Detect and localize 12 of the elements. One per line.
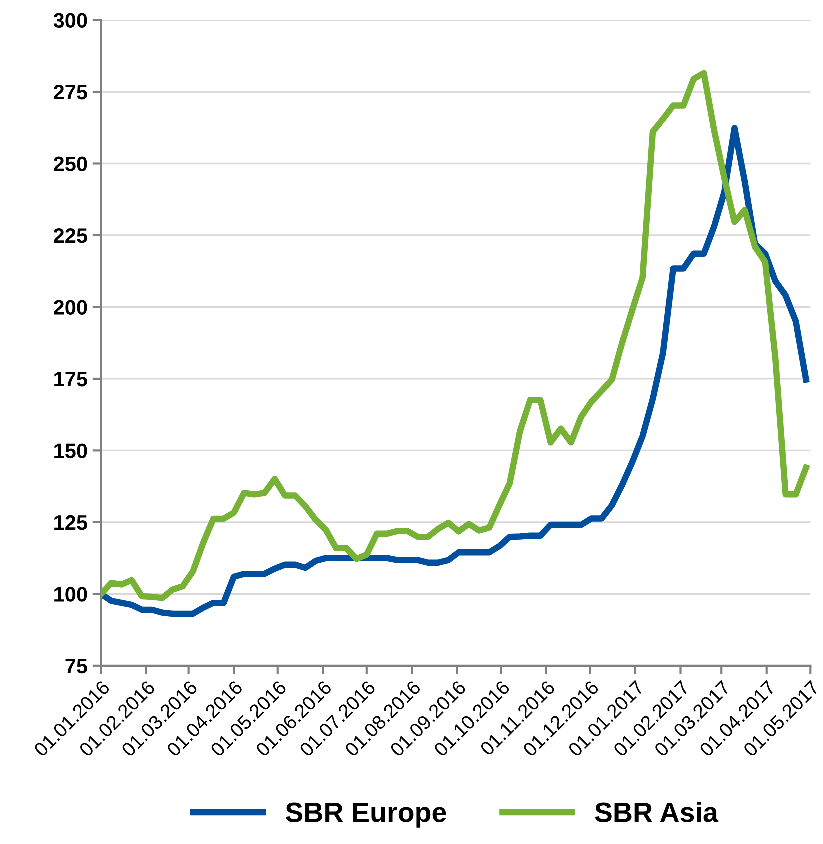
legend-label: SBR Europe xyxy=(286,802,446,828)
y-tick-label: 75 xyxy=(66,659,88,674)
legend-label: SBR Asia xyxy=(595,802,719,822)
y-tick-label: 275 xyxy=(54,84,88,100)
y-tick-label: 225 xyxy=(54,228,88,244)
y-tick-label: 150 xyxy=(54,444,88,458)
y-tick-label: 125 xyxy=(54,515,88,530)
y-tick-label: 175 xyxy=(54,372,88,387)
y-tick-label: 200 xyxy=(54,300,88,315)
y-tick-label: 100 xyxy=(54,587,88,602)
y-tick-label: 300 xyxy=(54,13,88,28)
y-tick-label: 250 xyxy=(54,156,88,172)
